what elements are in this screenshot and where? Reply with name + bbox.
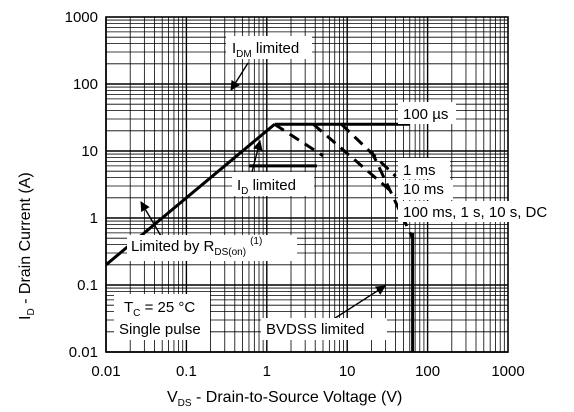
bvdss-limited-label: BVDSS limited [266, 321, 364, 338]
idm-limited-label: IDM limited [232, 40, 299, 60]
annotation-arrow [230, 62, 249, 91]
x-tick-label: 1 [263, 363, 271, 380]
x-tick-labels: 0.01 0.1 1 10 100 1000 [91, 363, 524, 380]
series-1ms [312, 123, 397, 197]
annotation-box [398, 201, 541, 222]
series-lines [105, 122, 415, 352]
annotation-box [398, 102, 456, 124]
y-tick-label: 10 [81, 143, 98, 160]
series-100ms-dc [370, 150, 414, 239]
y-tick-label: 1000 [65, 9, 98, 26]
plot-frame [105, 16, 509, 353]
annotation-arrow [328, 285, 386, 323]
major-gridlines [105, 17, 508, 353]
y-axis-title: ID - Drain Current (A) [17, 172, 37, 320]
id-limited-label: ID limited [237, 177, 296, 197]
1ms-label: 1 ms [403, 162, 436, 179]
annotation-box [127, 235, 297, 261]
annotation-box [398, 158, 450, 179]
x-tick-label: 10 [339, 363, 356, 380]
annotation-arrows [140, 62, 386, 323]
y-tick-labels: 1000 100 10 1 0.1 0.01 [65, 9, 98, 361]
10ms-label: 10 ms [403, 181, 444, 198]
x-tick-label: 0.1 [176, 363, 197, 380]
annotation-box [398, 180, 453, 200]
rdson-limited-label: Limited by RDS(on)(1) [131, 236, 262, 258]
x-tick-label: 1000 [491, 363, 524, 380]
annotation-box [261, 318, 387, 340]
100us-label: 100 µs [403, 106, 448, 123]
tc-label: TC = 25 °C [124, 299, 195, 319]
dc-label: 100 ms, 1 s, 10 s, DC [403, 204, 547, 221]
annotation-box [232, 172, 314, 196]
annotation-backgrounds [114, 36, 541, 340]
series-10ms [340, 123, 397, 178]
annotation-box [114, 294, 210, 340]
y-tick-label: 100 [73, 76, 98, 93]
y-tick-label: 0.01 [69, 344, 98, 361]
single-pulse-label: Single pulse [119, 321, 201, 338]
x-tick-label: 100 [415, 363, 440, 380]
x-axis-title: VDS - Drain-to-Source Voltage (V) [167, 389, 402, 409]
x-tick-label: 0.01 [91, 363, 120, 380]
y-tick-label: 0.1 [77, 277, 98, 294]
annotation-box [226, 36, 312, 59]
annotation-arrow [140, 201, 162, 237]
series-100us [273, 123, 324, 157]
annotation-arrow [251, 140, 263, 173]
y-tick-label: 1 [90, 210, 98, 227]
